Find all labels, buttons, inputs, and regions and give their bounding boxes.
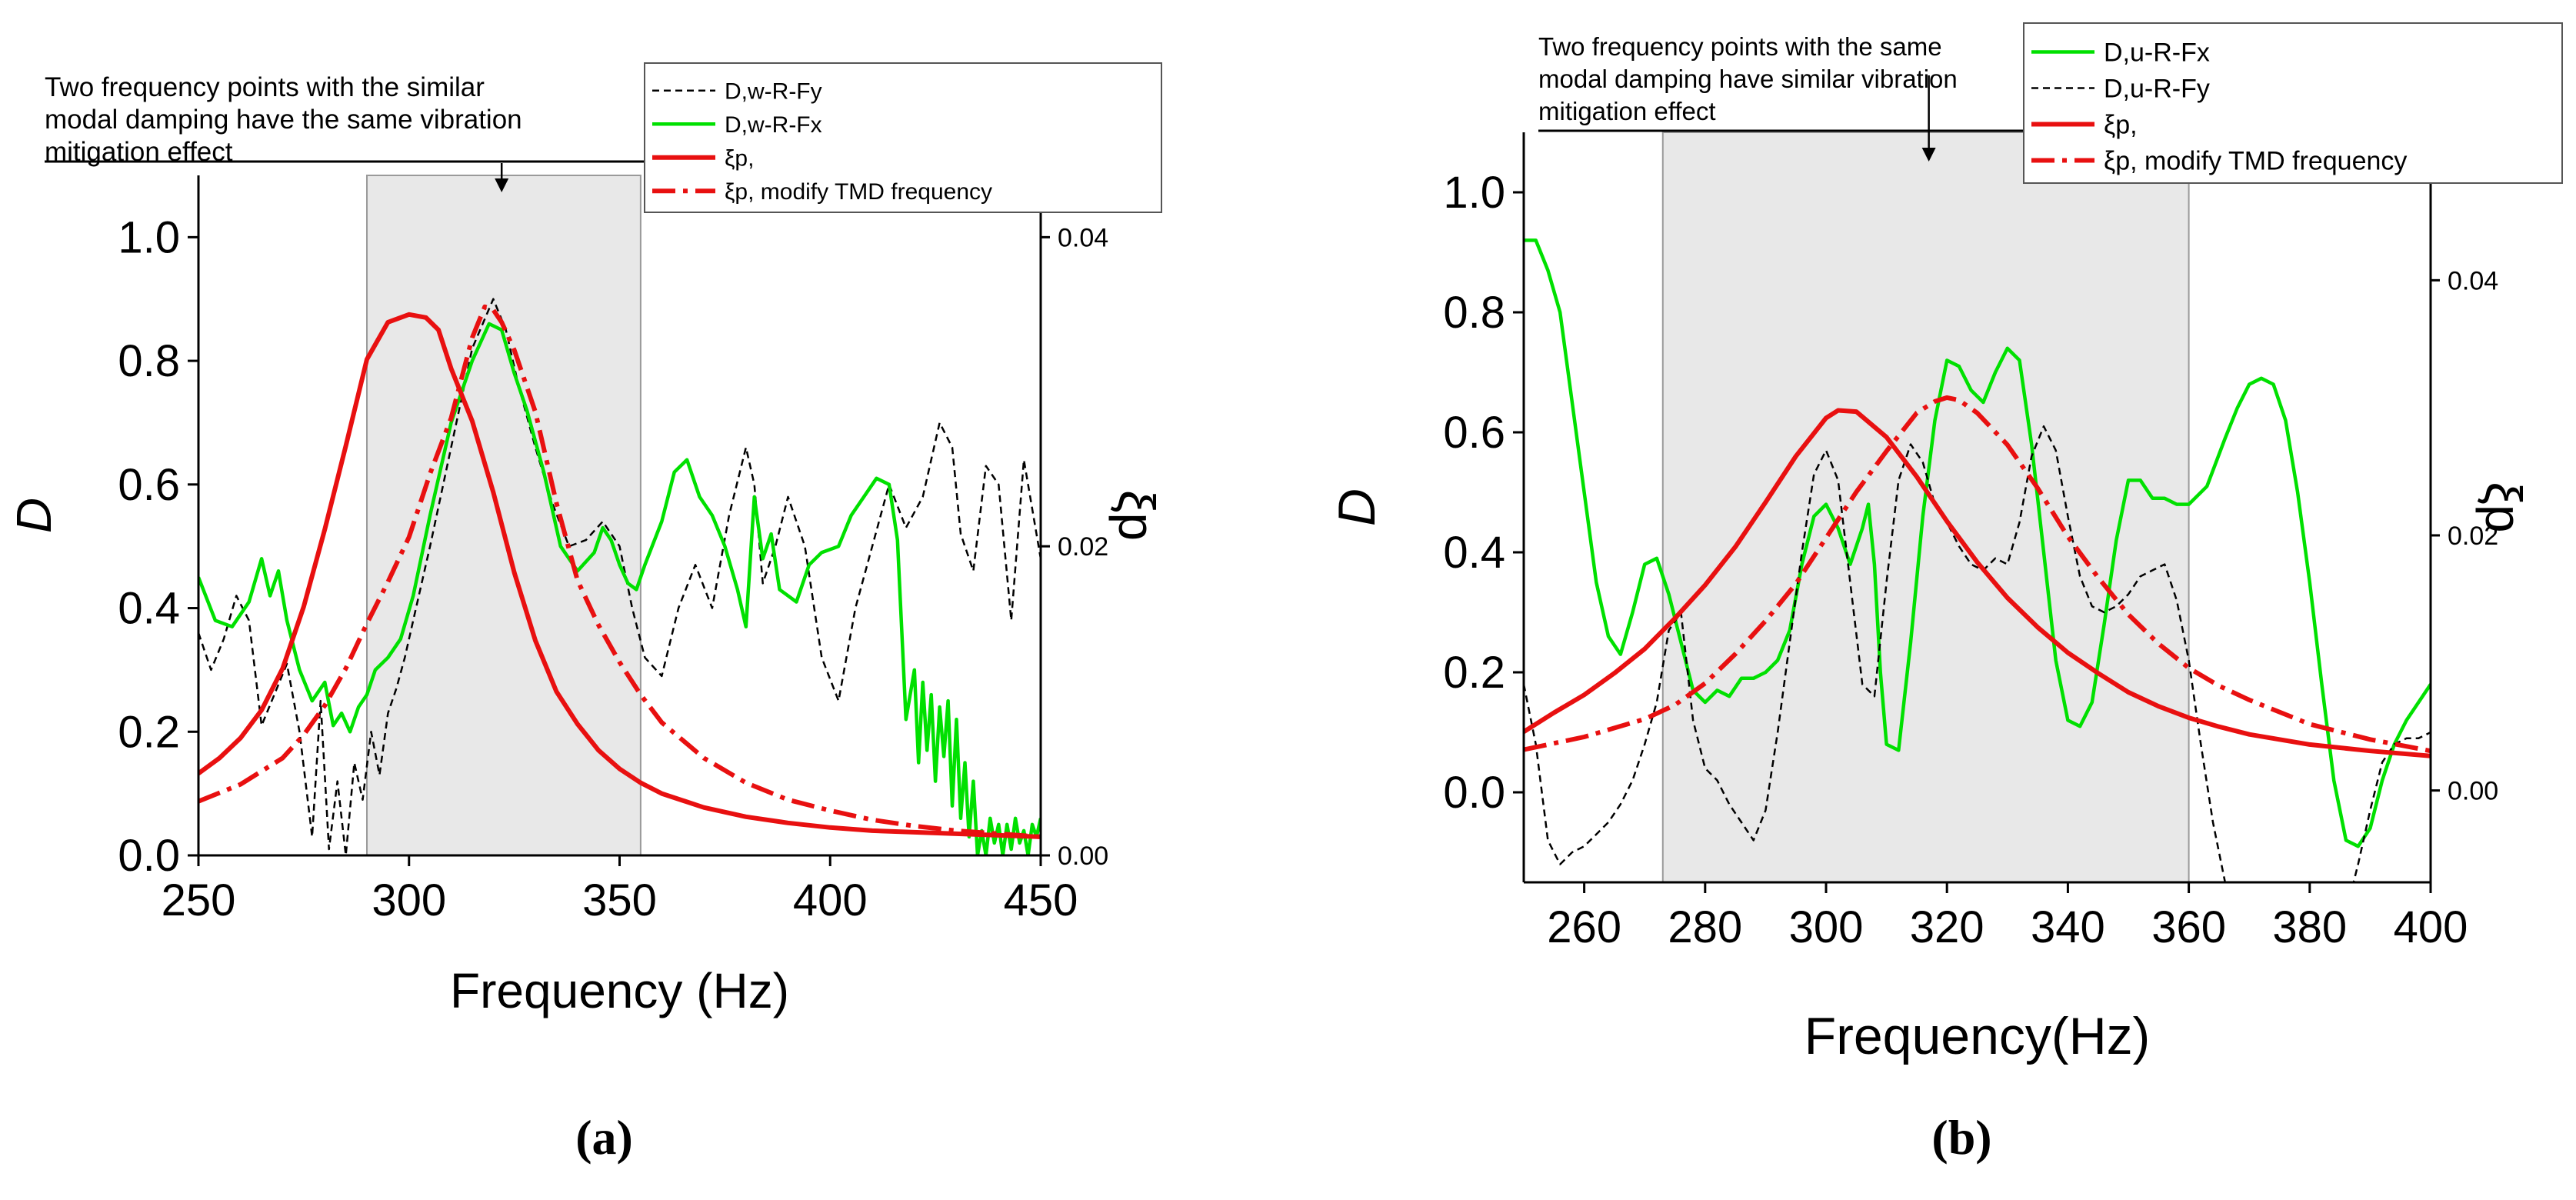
y-tick-label-right: 0.04 <box>2448 266 2498 295</box>
y-axis-label-right: ξp <box>1108 490 1165 541</box>
x-tick-label: 380 <box>2272 902 2347 952</box>
y-tick-label: 0.0 <box>118 831 180 881</box>
y-tick-label: 0.6 <box>118 460 180 510</box>
x-tick-label: 400 <box>2394 902 2468 952</box>
y-tick-label: 0.0 <box>1443 768 1505 818</box>
series-line-2 <box>1524 408 2431 758</box>
annotation-arrowhead <box>495 178 509 192</box>
legend-label: ξp, <box>725 146 754 172</box>
x-tick-label: 450 <box>1004 875 1078 925</box>
plot-area <box>198 298 1041 855</box>
legend-box <box>644 62 1162 213</box>
series-line-0 <box>198 298 1041 855</box>
x-tick-label: 260 <box>1547 902 1621 952</box>
x-tick-label: 400 <box>793 875 868 925</box>
x-tick-label: 340 <box>2031 902 2105 952</box>
panel-label: (b) <box>1931 1110 1991 1165</box>
y-tick-label: 1.0 <box>1443 168 1505 218</box>
series-line-1 <box>198 322 1041 855</box>
annotation-text: Two frequency points with the same <box>1538 32 1942 61</box>
legend-label: ξp, <box>2104 111 2138 140</box>
series-line-3 <box>1524 395 2431 754</box>
annotation-text: modal damping have similar vibration <box>1538 65 1958 93</box>
x-tick-label: 320 <box>1910 902 1984 952</box>
x-tick-label: 300 <box>372 875 446 925</box>
y-tick-label: 0.8 <box>1443 288 1505 338</box>
y-tick-label-right: 0.04 <box>1058 223 1108 252</box>
legend-box <box>2023 22 2563 184</box>
y-axis-label-right: ξp <box>2475 482 2532 532</box>
y-tick-label: 0.2 <box>1443 648 1505 698</box>
legend-label: D,w-R-Fy <box>725 79 822 105</box>
series-line-0 <box>1524 238 2431 848</box>
x-tick-label: 280 <box>1668 902 1742 952</box>
x-axis-label: Frequency(Hz) <box>1805 1007 2151 1065</box>
chart-panel-b: 260 280 300 320 340 360 380 400 0.0 0.2 0.4 0.6 0.8 1… <box>1328 22 2563 1165</box>
y-tick-label: 0.2 <box>118 707 180 757</box>
legend-label: D,u-R-Fy <box>2104 75 2210 104</box>
y-axis-label: D <box>1328 488 1386 526</box>
annotation-text: mitigation effect <box>1538 97 1716 125</box>
panel-label: (a) <box>575 1110 633 1165</box>
plot-area <box>1524 238 2431 882</box>
legend-label: ξp, modify TMD frequency <box>2104 147 2407 176</box>
annotation-text: modal damping have the same vibration <box>45 105 522 135</box>
shaded-region <box>366 175 642 856</box>
y-tick-label: 0.8 <box>118 336 180 386</box>
annotation-arrowhead <box>1921 148 1936 162</box>
y-tick-label: 0.4 <box>118 584 180 634</box>
series-line-2 <box>198 312 1041 839</box>
y-tick-label-right: 0.00 <box>2448 777 2498 806</box>
legend-label: D,w-R-Fx <box>725 112 822 138</box>
x-axis-label: Frequency (Hz) <box>450 963 789 1018</box>
legend-label: ξp, modify TMD frequency <box>725 179 992 205</box>
y-tick-label-right: 0.00 <box>1058 842 1108 871</box>
y-tick-label-right: 0.02 <box>1058 532 1108 562</box>
y-tick-label: 0.6 <box>1443 408 1505 458</box>
x-tick-label: 350 <box>582 875 657 925</box>
y-tick-label-right: 0.02 <box>2448 522 2498 551</box>
legend-label: D,u-R-Fx <box>2104 38 2210 68</box>
series-line-1 <box>1524 425 2431 882</box>
x-tick-label: 300 <box>1789 902 1864 952</box>
series-line-3 <box>198 304 1041 839</box>
x-tick-label: 250 <box>162 875 236 925</box>
y-axis-label: D <box>6 498 62 533</box>
annotation-text: Two frequency points with the similar <box>45 72 485 102</box>
x-tick-label: 360 <box>2151 902 2226 952</box>
shaded-region <box>1661 132 2190 883</box>
chart-panel-a: 250 300 350 400 450 0.0 0.2 0.4 0.6 0.8 1.0 0.00 0.0… <box>6 62 1165 1165</box>
y-tick-label: 1.0 <box>118 212 180 262</box>
y-tick-label: 0.4 <box>1443 528 1505 578</box>
